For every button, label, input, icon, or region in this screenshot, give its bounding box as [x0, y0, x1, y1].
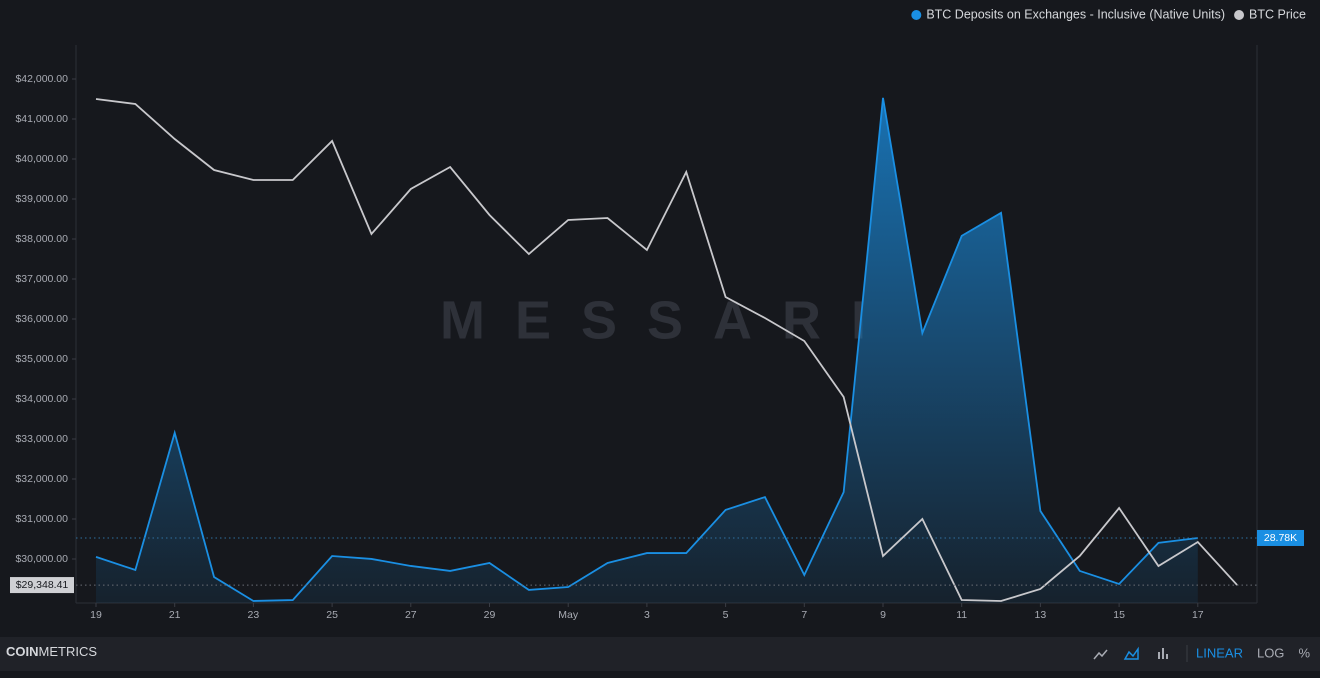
y-tick-label: $41,000.00	[15, 113, 68, 125]
y-tick-label: $39,000.00	[15, 193, 68, 205]
watermark: MESSARI	[440, 290, 896, 350]
y-tick-label: $37,000.00	[15, 273, 68, 285]
brand-light: METRICS	[39, 644, 98, 659]
line-icon[interactable]	[1093, 649, 1108, 660]
area-icon[interactable]	[1123, 646, 1139, 660]
x-tick-label: 19	[90, 609, 102, 621]
y-tick-label: $34,000.00	[15, 393, 68, 405]
scale-option[interactable]: LINEAR	[1196, 645, 1243, 660]
footer-bar	[0, 637, 1320, 671]
y-tick-label: $32,000.00	[15, 473, 68, 485]
line	[95, 98, 1238, 602]
y-tick-label: $33,000.00	[15, 433, 68, 445]
x-tick-label: 5	[723, 609, 729, 621]
area	[96, 97, 1198, 603]
x-tick-label: 9	[880, 609, 886, 621]
scale-option[interactable]: LOG	[1257, 645, 1284, 660]
legend-label: BTC Price	[1249, 7, 1306, 21]
brand-bold: COIN	[6, 644, 39, 659]
legend-swatch	[1234, 10, 1245, 20]
x-tick-label: 15	[1113, 609, 1125, 621]
line	[95, 97, 1198, 602]
y-tick-label: $42,000.00	[15, 73, 68, 85]
x-tick-label: 11	[956, 609, 967, 621]
x-tick-label: 17	[1192, 609, 1204, 621]
x-tick-label: 7	[801, 609, 807, 621]
x-tick-label: 23	[248, 609, 260, 621]
y-tick-label: $40,000.00	[15, 153, 68, 165]
y-tick-label: $36,000.00	[15, 313, 68, 325]
legend-swatch	[911, 10, 922, 20]
value-label-box	[10, 577, 74, 594]
x-tick-label: May	[558, 609, 579, 621]
brand: COINMETRICS	[6, 644, 97, 659]
y-tick-label: $35,000.00	[15, 353, 68, 365]
x-tick-label: 3	[644, 609, 650, 621]
x-tick-label: 21	[169, 609, 181, 621]
value-label: $29,348.41	[16, 579, 69, 591]
legend-label: BTC Deposits on Exchanges - Inclusive (N…	[926, 7, 1225, 21]
x-tick-label: 27	[405, 609, 417, 621]
footer: COINMETRICS % LOG LINEAR	[0, 637, 1320, 671]
y-tick-label: $31,000.00	[15, 513, 68, 525]
bar-icon[interactable]	[1158, 648, 1168, 659]
y-tick-label: $38,000.00	[15, 233, 68, 245]
y-tick-label: $30,000.00	[15, 553, 68, 565]
value-label-box	[1257, 529, 1304, 546]
scale-option[interactable]: %	[1298, 645, 1310, 660]
x-tick-label: 13	[1035, 609, 1047, 621]
value-label: 28.78K	[1264, 532, 1297, 544]
x-tick-label: 29	[484, 609, 496, 621]
x-tick-label: 25	[326, 609, 338, 621]
